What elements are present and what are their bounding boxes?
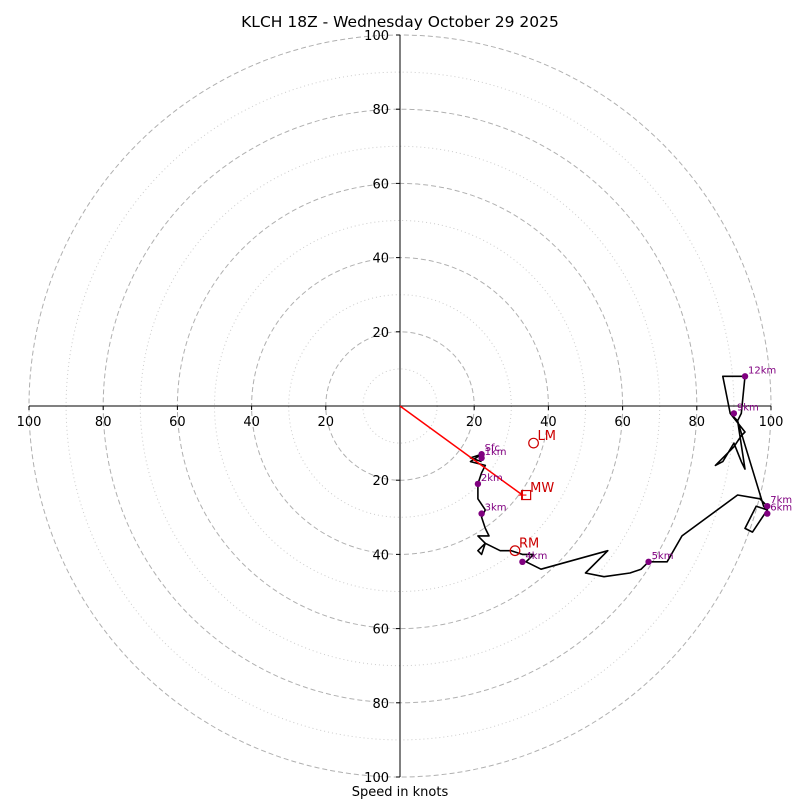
x-tick-label: 100 <box>17 415 42 430</box>
hodograph-trace-line <box>469 375 769 578</box>
tick-labels: 100 100 80 80 60 60 40 40 20 20 20 20 40 40 60 60 80 80 10… <box>17 29 784 786</box>
y-tick-label: 80 <box>372 103 389 118</box>
y-tick-label: 20 <box>372 326 389 341</box>
bulk-shear-vector <box>399 405 523 496</box>
shear-vector <box>399 405 527 500</box>
storm-motions: LM MW RM <box>509 429 556 557</box>
height-marker-label: 3km <box>485 503 507 514</box>
x-tick-label: 100 <box>759 415 784 430</box>
x-tick-label: 60 <box>169 415 186 430</box>
x-tick-label: 80 <box>95 415 112 430</box>
y-tick-label: 80 <box>372 697 389 712</box>
height-marker-3km <box>478 510 485 517</box>
height-marker-6km <box>764 510 771 517</box>
wind-trace <box>469 375 769 578</box>
storm-motion-mw <box>521 489 532 501</box>
y-tick-label: 100 <box>364 771 389 786</box>
storm-motion-label: RM <box>519 537 539 552</box>
storm-motion-rm <box>509 545 521 557</box>
storm-motion-label: MW <box>530 481 554 496</box>
storm-motion-lm <box>528 437 539 449</box>
height-marker-label: 4km <box>525 551 547 562</box>
height-marker-5km <box>645 558 652 566</box>
height-marker-9km <box>730 410 738 417</box>
height-marker-4km <box>519 558 526 566</box>
height-marker-label: 1km <box>485 447 507 458</box>
shear-vector-tip <box>518 491 527 500</box>
height-marker-label: 9km <box>737 402 759 413</box>
height-marker-label: Sfc <box>485 443 500 454</box>
y-tick-label: 100 <box>364 29 389 44</box>
y-tick-label: 40 <box>372 548 389 563</box>
x-tick-label: 80 <box>689 415 706 430</box>
height-marker-7km <box>764 502 771 510</box>
y-tick-label: 20 <box>372 474 389 489</box>
height-marker-label: 6km <box>770 503 792 514</box>
height-marker-12km <box>741 373 749 380</box>
x-tick-label: 60 <box>614 415 631 430</box>
x-tick-label: 20 <box>318 415 335 430</box>
height-marker-1km <box>478 454 485 462</box>
height-marker-label: 7km <box>770 495 792 506</box>
x-tick-label: 40 <box>243 415 260 430</box>
y-tick-label: 60 <box>372 177 389 192</box>
y-tick-label: 40 <box>372 252 389 267</box>
y-tick-label: 60 <box>372 623 389 638</box>
x-tick-label: 20 <box>466 415 483 430</box>
height-marker-label: 2km <box>481 473 503 484</box>
height-marker-2km <box>474 480 482 488</box>
x-tick-label: 40 <box>540 415 557 430</box>
x-axis-label: Speed in knots <box>352 785 449 800</box>
height-marker-label: 12km <box>748 365 776 376</box>
chart-title: KLCH 18Z - Wednesday October 29 2025 <box>241 13 559 31</box>
storm-motion-label: LM <box>538 429 556 444</box>
height-marker-label: 5km <box>652 551 674 562</box>
